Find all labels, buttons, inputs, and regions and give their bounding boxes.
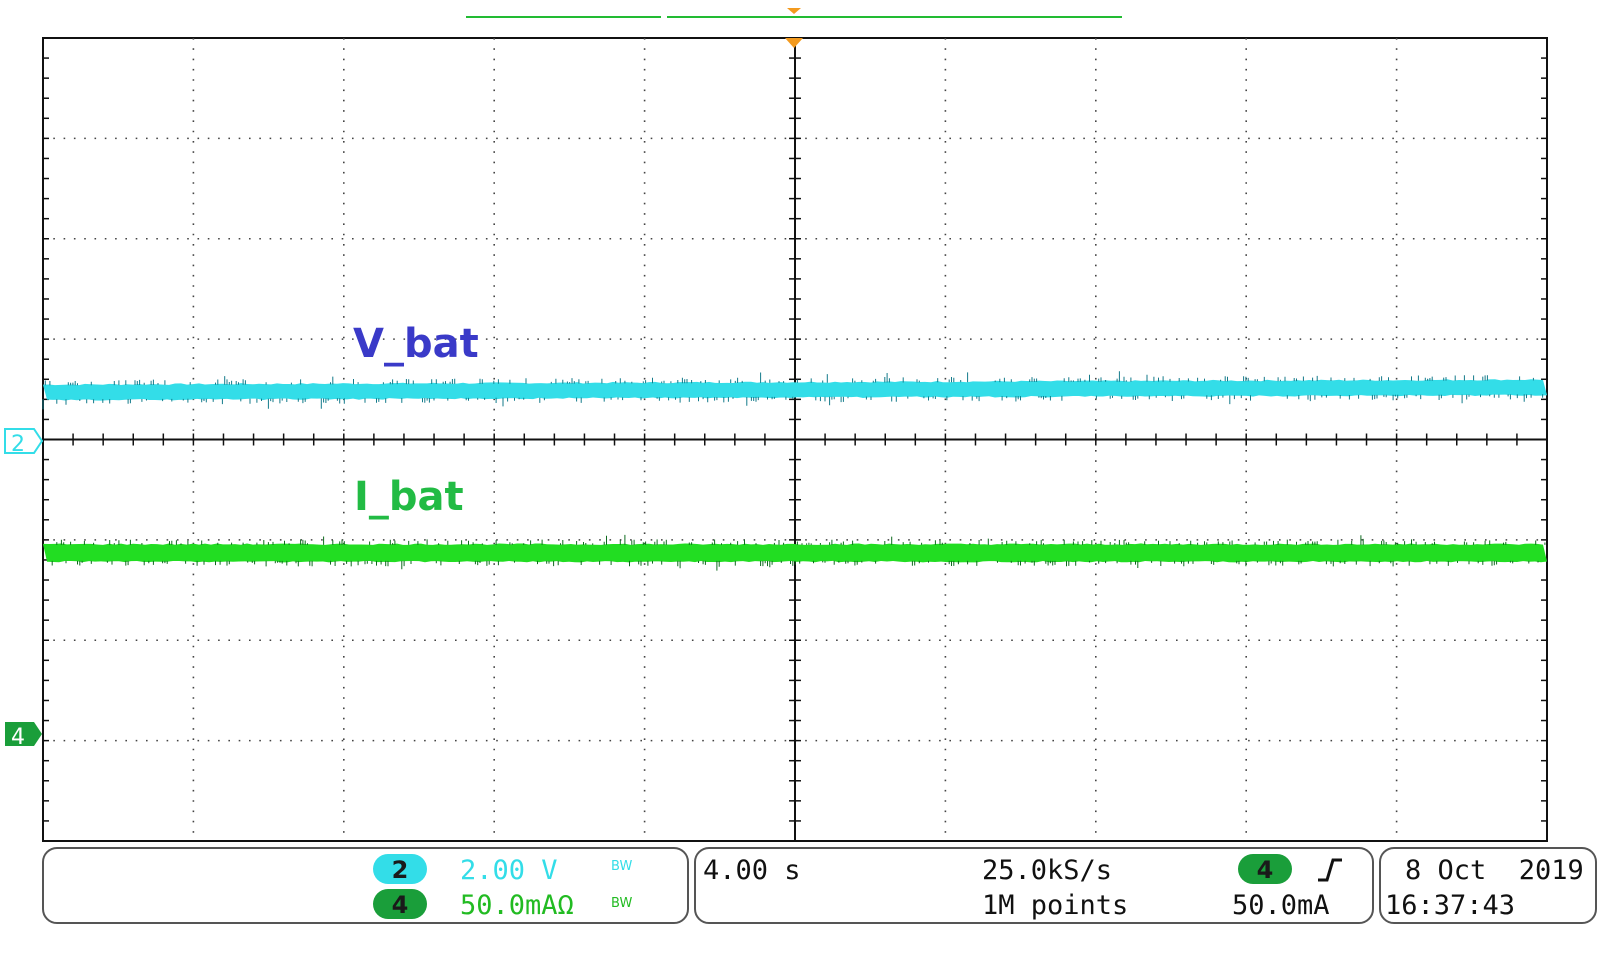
ch2-marker[interactable]: 2	[4, 428, 44, 457]
trace-band	[43, 543, 1547, 563]
datetime-panel: 8 Oct 2019 16:37:43	[1379, 847, 1597, 924]
trace-noise	[51, 534, 1546, 571]
ch2-marker-icon	[4, 428, 44, 454]
ch2-badge-label: 2	[392, 856, 409, 884]
ch2-marker-label: 2	[11, 432, 25, 457]
date: 8 Oct 2019	[1405, 855, 1584, 886]
trigger-channel-label: 4	[1257, 856, 1274, 884]
record-bar	[466, 8, 1122, 18]
ch2-bw-icon: BW	[611, 859, 632, 874]
ch4-badge	[373, 889, 427, 919]
record-length: 1M points	[982, 890, 1128, 921]
ch4-bw-icon: BW	[611, 896, 632, 911]
v-bat-trace	[42, 371, 1547, 410]
rising-edge-icon	[1318, 858, 1342, 882]
trigger-channel-badge	[1238, 854, 1292, 884]
time: 16:37:43	[1385, 890, 1515, 921]
ch4-marker-label: 4	[11, 725, 25, 750]
record-position-icon	[787, 8, 801, 14]
acquisition-panel: 4.00 s 25.0kS/s 1M points 4 50.0mA	[694, 847, 1374, 924]
channel-panel: 2 2.00 V BW 4 50.0mAΩ BW	[42, 847, 689, 924]
i-bat-label: I_bat	[354, 474, 464, 520]
ch4-scale: 50.0mAΩ	[460, 890, 574, 921]
ch2-scale: 2.00 V	[460, 855, 558, 886]
trace-noise	[42, 371, 1544, 410]
trace-band	[43, 379, 1547, 401]
ch4-marker-icon	[5, 722, 42, 746]
ch2-badge	[373, 854, 427, 884]
ch4-marker[interactable]: 4	[5, 722, 42, 750]
ch4-badge-label: 4	[392, 891, 409, 919]
i-bat-trace	[43, 534, 1547, 571]
v-bat-label: V_bat	[353, 321, 479, 367]
timebase: 4.00 s	[703, 855, 801, 886]
trigger-position-icon	[785, 38, 803, 48]
sample-rate: 25.0kS/s	[982, 855, 1112, 886]
trigger-level: 50.0mA	[1232, 890, 1330, 921]
graticule	[42, 37, 1548, 842]
